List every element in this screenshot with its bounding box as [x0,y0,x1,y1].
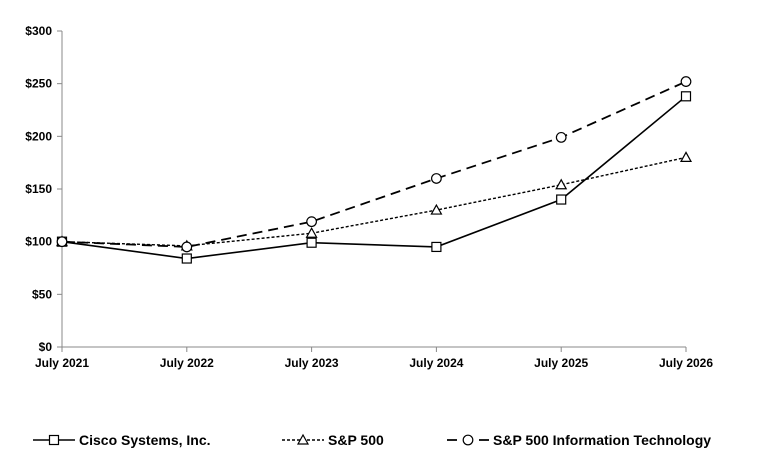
data-point-square [306,237,317,248]
y-tick-label: $100 [25,235,52,249]
legend-item: Cisco Systems, Inc. [33,432,211,448]
legend-marker-square [48,434,60,446]
y-tick-label: $250 [25,77,52,91]
series-sandp-500-information-technology [56,76,692,253]
x-tick-label: July 2026 [659,356,713,370]
axes: $0 $50 $100 $150 $200 $250 $300 July 2021 July 2… [25,24,713,370]
y-tick-label: $200 [25,129,52,143]
data-point-circle [431,173,442,184]
legend-item: S&P 500 [282,432,384,448]
data-point-circle [56,236,68,248]
series-line [61,80,687,248]
data-point-square [556,194,567,205]
legend-label: Cisco Systems, Inc. [79,432,211,448]
legend-marker-circle [462,434,474,446]
data-point-triangle [555,178,568,190]
series-layer [55,76,693,264]
x-tick-label: July 2024 [409,356,463,370]
data-point-circle [181,241,193,253]
data-point-triangle [305,227,318,238]
data-point-triangle [430,203,443,215]
y-tick-label: $150 [25,182,52,196]
data-point-circle [306,216,318,228]
series-sandp-500 [55,151,693,251]
y-tick-label: $50 [32,287,52,301]
x-tick-label: July 2025 [534,356,588,370]
data-point-circle [555,131,567,143]
series-line [61,95,687,260]
series-cisco-systems-inc [56,91,692,264]
y-tick-label: $300 [25,24,52,38]
legend-label: S&P 500 [328,432,384,448]
legend-label: S&P 500 Information Technology [493,432,711,448]
legend-item: S&P 500 Information Technology [447,432,711,448]
legend: Cisco Systems, Inc. S&P 500 S&P 500 Inform… [33,432,711,448]
series-line [61,156,687,247]
y-tick-label: $0 [39,340,53,354]
x-tick-label: July 2023 [285,356,339,370]
data-point-circle [680,76,692,87]
data-point-triangle [679,151,693,162]
x-tick-label: July 2022 [160,356,214,370]
data-point-square [680,91,692,102]
x-tick-label: July 2021 [35,356,89,370]
legend-marker-triangle [296,433,310,445]
data-point-square [181,253,192,264]
data-point-square [431,241,442,253]
